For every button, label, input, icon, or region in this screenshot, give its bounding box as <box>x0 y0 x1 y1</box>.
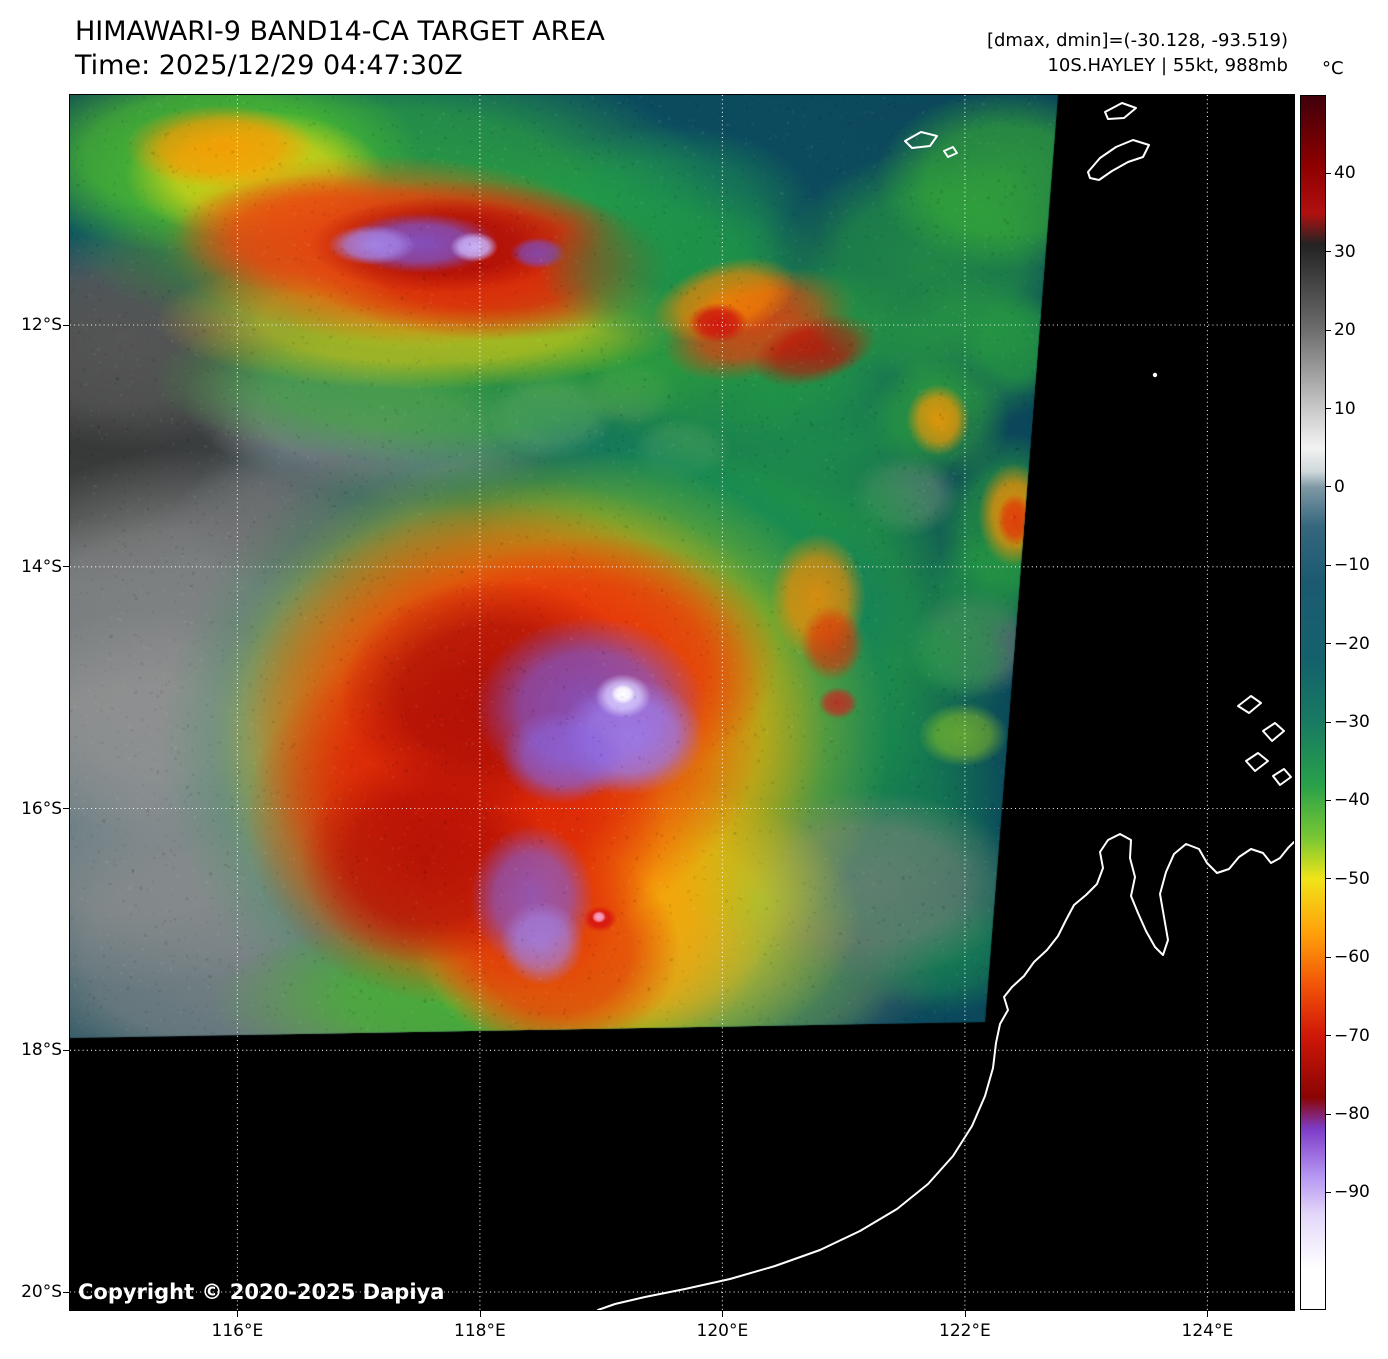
colorbar-tick-mark <box>1326 956 1331 958</box>
colorbar-tick-label: −80 <box>1334 1104 1370 1125</box>
colorbar-tick-mark <box>1326 251 1331 253</box>
lon-tick-mark <box>479 1311 481 1317</box>
colorbar-tick-label: −10 <box>1334 555 1370 576</box>
colorbar-tick-mark <box>1326 721 1331 723</box>
colorbar-tick-mark <box>1326 408 1331 410</box>
lat-tick-label: 20°S <box>21 1282 62 1302</box>
lat-tick-mark <box>63 324 69 326</box>
lon-tick-label: 120°E <box>696 1321 749 1341</box>
satellite-imagery-canvas <box>70 95 1294 1310</box>
annotation-storm-info: 10S.HAYLEY | 55kt, 988mb <box>1047 55 1288 76</box>
lon-tick-mark <box>722 1311 724 1317</box>
map-overlay <box>70 95 1294 1310</box>
colorbar-tick-label: 40 <box>1334 163 1356 184</box>
colorbar-tick-label: 30 <box>1334 241 1356 262</box>
colorbar-tick-label: −40 <box>1334 790 1370 811</box>
lat-tick-mark <box>63 566 69 568</box>
colorbar-tick-mark <box>1326 799 1331 801</box>
colorbar-tick-label: 20 <box>1334 320 1356 341</box>
colorbar-tick-mark <box>1326 564 1331 566</box>
colorbar-tick-mark <box>1326 1113 1331 1115</box>
lat-tick-label: 18°S <box>21 1040 62 1061</box>
lat-tick-label: 14°S <box>21 556 62 577</box>
colorbar-tick-label: −90 <box>1334 1182 1370 1203</box>
colorbar-tick-mark <box>1326 1035 1331 1037</box>
lon-tick-mark <box>964 1311 966 1317</box>
lat-tick-mark <box>63 1291 69 1293</box>
copyright-label: Copyright © 2020-2025 Dapiya <box>78 1280 445 1304</box>
lat-tick-label: 12°S <box>21 315 62 335</box>
lon-tick-mark <box>237 1311 239 1317</box>
colorbar-tick-label: −60 <box>1334 947 1370 968</box>
colorbar-tick-mark <box>1326 486 1331 488</box>
lat-tick-mark <box>63 1049 69 1051</box>
colorbar-tick-label: −50 <box>1334 868 1370 889</box>
figure-time: Time: 2025/12/29 04:47:30Z <box>75 50 463 81</box>
figure-title: HIMAWARI-9 BAND14-CA TARGET AREA <box>75 16 605 47</box>
map-plot-area: Copyright © 2020-2025 Dapiya <box>69 94 1295 1311</box>
lon-tick-label: 118°E <box>454 1321 506 1341</box>
lat-tick-label: 16°S <box>21 798 62 819</box>
colorbar-tick-label: −30 <box>1334 712 1370 733</box>
colorbar-unit-label: °C <box>1322 58 1344 79</box>
colorbar-tick-label: 10 <box>1334 398 1356 419</box>
lon-tick-mark <box>1207 1311 1209 1317</box>
lon-tick-label: 116°E <box>211 1321 264 1341</box>
annotation-dmax-dmin: [dmax, dmin]=(-30.128, -93.519) <box>986 30 1288 51</box>
colorbar-tick-mark <box>1326 643 1331 645</box>
colorbar-tick-mark <box>1326 878 1331 880</box>
lat-tick-mark <box>63 808 69 809</box>
colorbar-tick-mark <box>1326 172 1331 174</box>
lon-tick-label: 124°E <box>1181 1321 1234 1341</box>
colorbar-tick-label: −70 <box>1334 1025 1370 1046</box>
colorbar-tick-mark <box>1326 1191 1331 1193</box>
colorbar-tick-label: −20 <box>1334 633 1370 654</box>
colorbar <box>1300 95 1326 1310</box>
colorbar-tick-mark <box>1326 329 1331 331</box>
colorbar-tick-label: 0 <box>1334 476 1345 497</box>
lon-tick-label: 122°E <box>939 1321 991 1341</box>
